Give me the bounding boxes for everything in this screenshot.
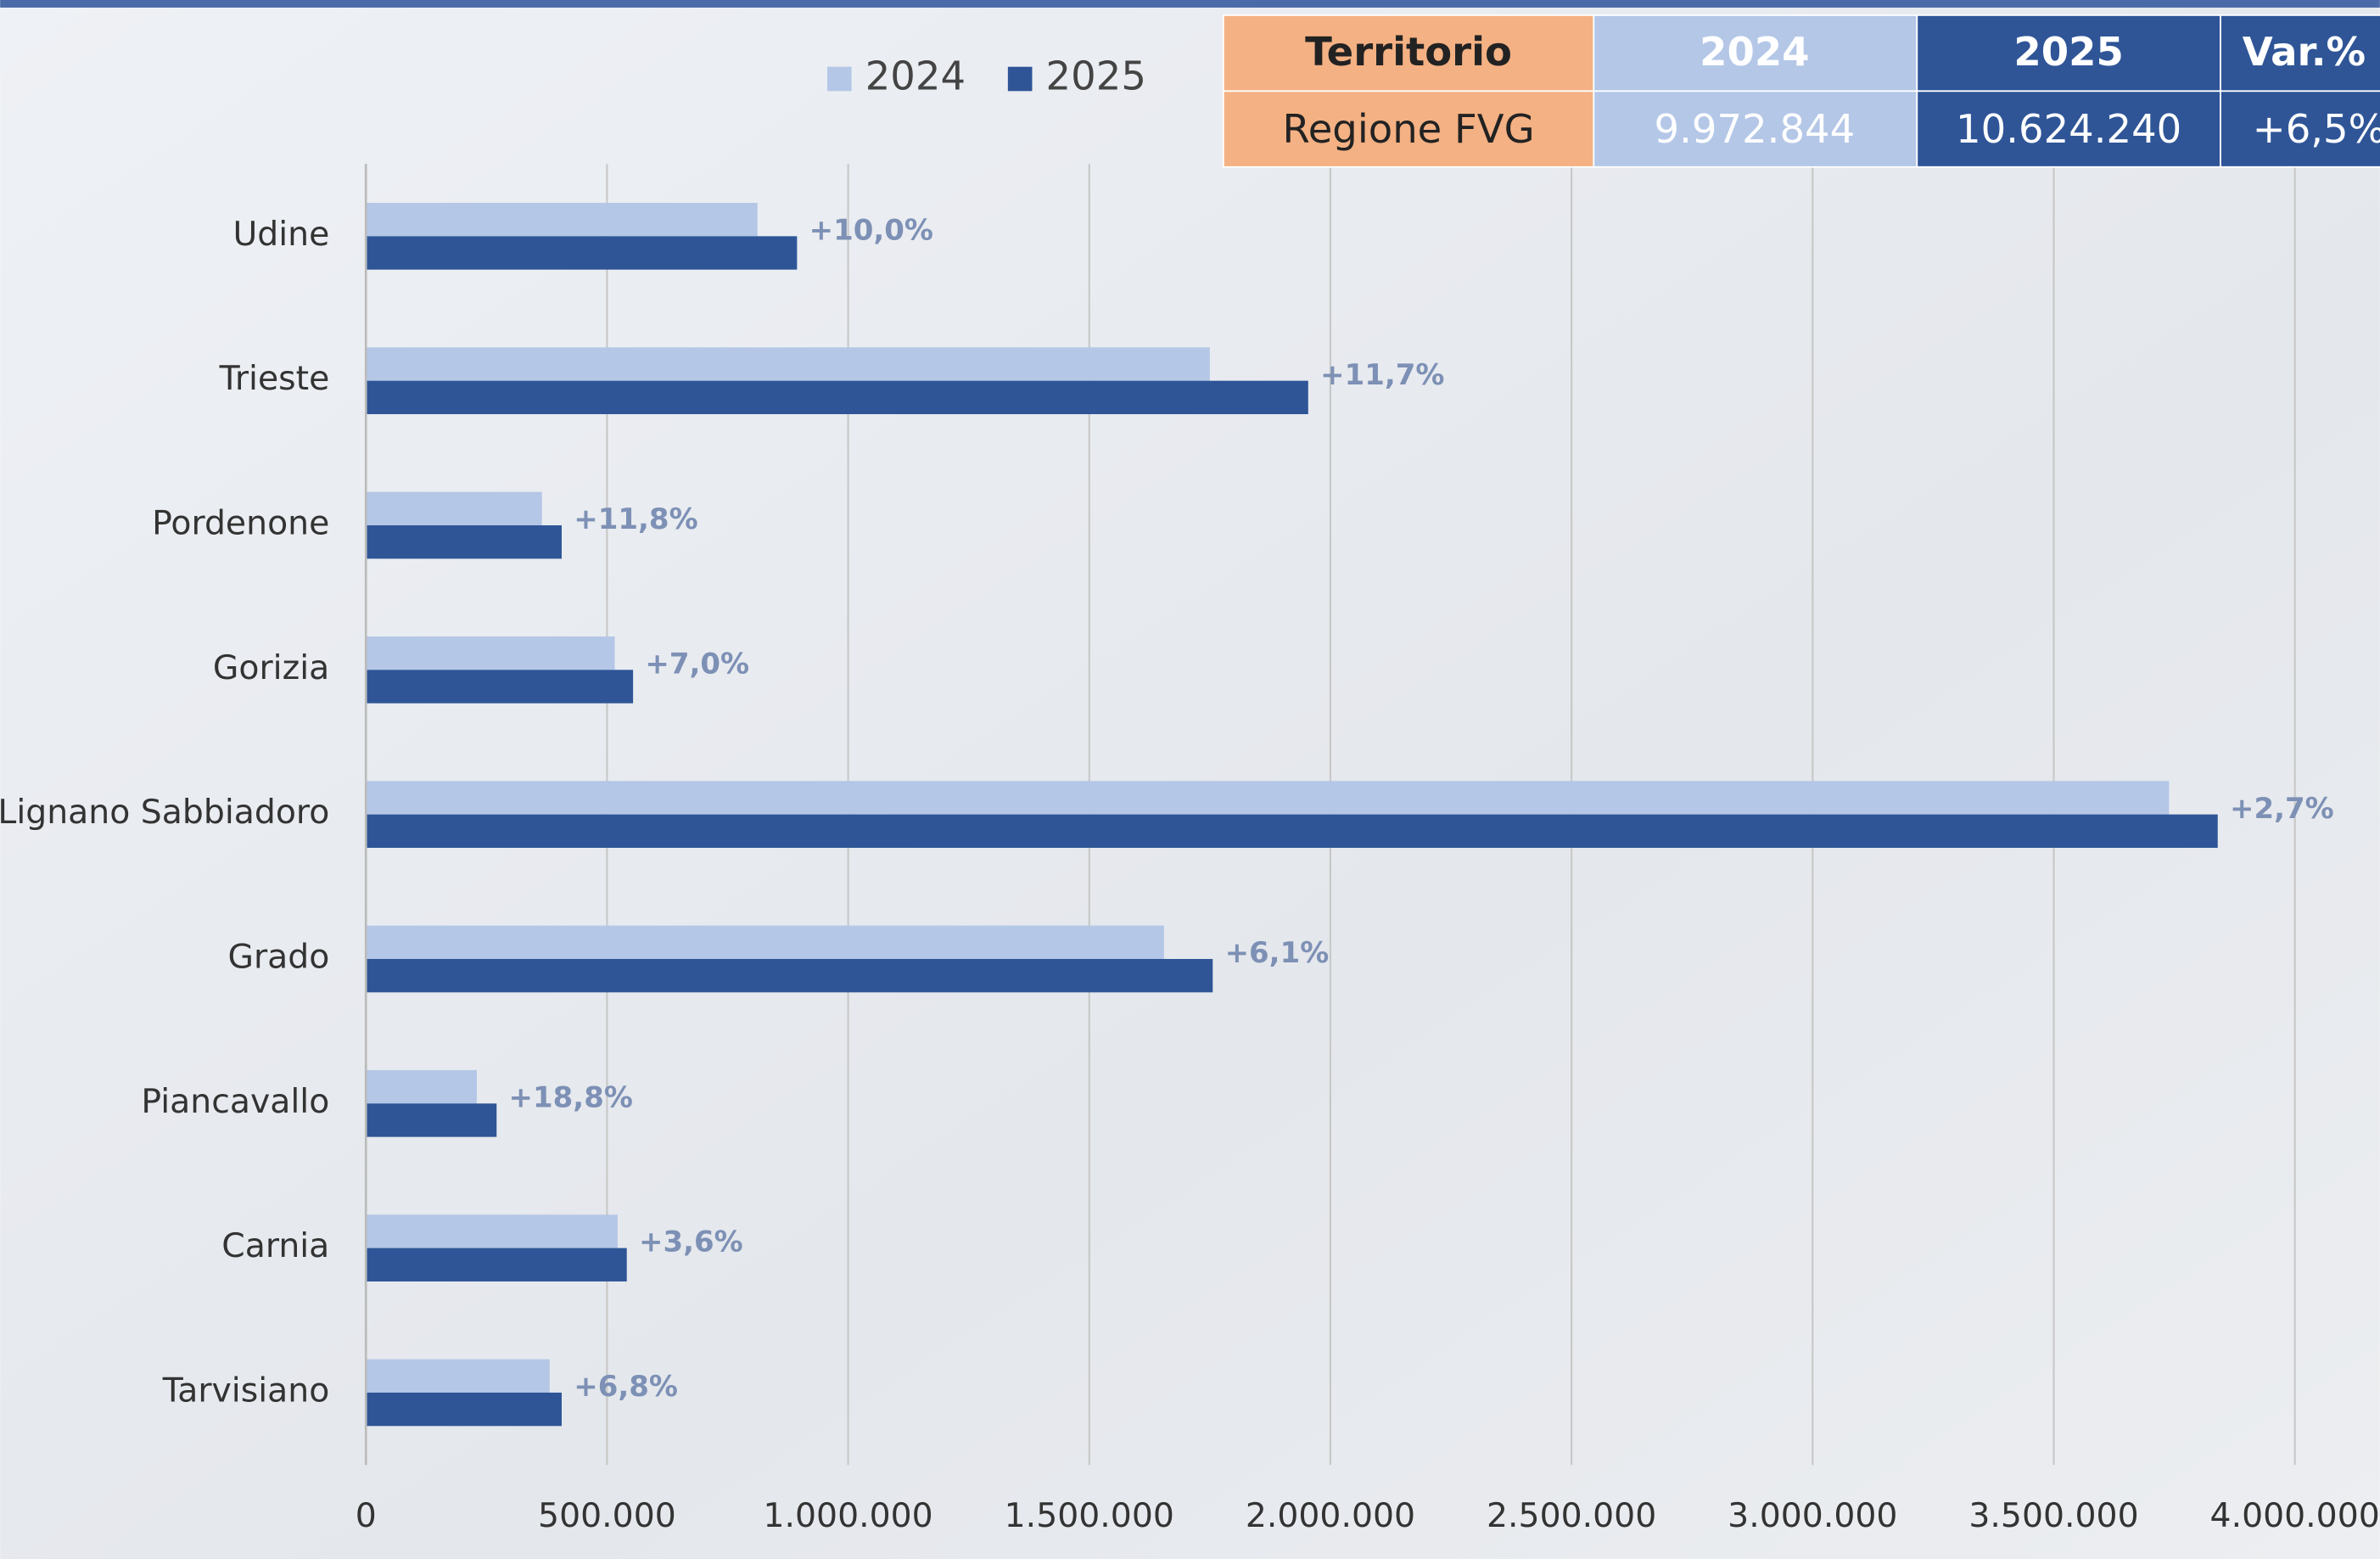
bar <box>366 1360 550 1393</box>
background <box>0 0 2380 1559</box>
y-tick-label: Udine <box>232 215 329 254</box>
y-tick-label: Grado <box>227 937 329 976</box>
table-header: Territorio <box>1305 29 1512 75</box>
legend-label: 2025 <box>1046 53 1146 99</box>
table-cell-text: Regione FVG <box>1282 106 1534 152</box>
bar <box>366 670 633 703</box>
x-tick-label: 4.000.000 <box>2210 1496 2380 1535</box>
variation-label: +18,8% <box>509 1080 633 1114</box>
x-tick-label: 3.500.000 <box>1968 1496 2138 1535</box>
bar <box>366 1070 477 1103</box>
bar <box>366 347 1210 380</box>
y-tick-label: Trieste <box>219 359 330 398</box>
bar <box>366 781 2169 814</box>
bar <box>366 1214 618 1248</box>
table-header: 2025 <box>2013 29 2123 75</box>
variation-label: +10,0% <box>809 213 933 247</box>
summary-table: Territorio 2024 2025 Var.% Regione FVG 9… <box>1224 15 2380 167</box>
y-tick-label: Piancavallo <box>141 1082 329 1121</box>
bar <box>366 636 614 670</box>
bar <box>366 959 1212 992</box>
table-cell-text: 10.624.240 <box>1956 106 2181 152</box>
x-tick-label: 0 <box>356 1496 377 1535</box>
variation-label: +7,0% <box>645 647 749 681</box>
y-tick-label: Gorizia <box>213 648 329 687</box>
y-tick-label: Pordenone <box>152 503 329 542</box>
table-cell-text: 9.972.844 <box>1655 106 1856 152</box>
chart: 0 500.000 1.000.000 1.500.000 2.000.000 2.500… <box>0 0 2380 1559</box>
table-cell-text: +6,5% <box>2253 106 2380 152</box>
x-tick-label: 2.500.000 <box>1487 1496 1656 1535</box>
top-strip <box>0 0 2380 8</box>
page: 0 500.000 1.000.000 1.500.000 2.000.000 2.500… <box>0 0 2380 1559</box>
y-tick-label: Tarvisiano <box>162 1371 330 1410</box>
y-tick-label: Lignano Sabbiadoro <box>0 793 329 832</box>
x-tick-label: 500.000 <box>538 1496 676 1535</box>
variation-label: +2,7% <box>2230 792 2334 826</box>
x-tick-label: 2.000.000 <box>1246 1496 1415 1535</box>
bar <box>366 926 1164 959</box>
bar <box>366 203 758 236</box>
bar <box>366 381 1308 414</box>
bar <box>366 1393 562 1426</box>
bar <box>366 525 562 558</box>
variation-label: +6,8% <box>574 1370 678 1404</box>
bar <box>366 236 797 269</box>
bar <box>366 815 2218 848</box>
variation-label: +11,7% <box>1320 358 1444 392</box>
bar <box>366 1103 496 1136</box>
variation-label: +11,8% <box>574 502 697 536</box>
legend-label: 2024 <box>865 53 966 99</box>
legend-swatch <box>1008 67 1033 92</box>
bar <box>366 1248 626 1281</box>
table-header: 2024 <box>1700 29 1809 75</box>
bar <box>366 492 541 525</box>
table-header: Var.% <box>2243 29 2366 75</box>
variation-label: +3,6% <box>639 1225 743 1259</box>
x-tick-label: 1.000.000 <box>763 1496 932 1535</box>
x-tick-label: 3.000.000 <box>1728 1496 1897 1535</box>
variation-label: +6,1% <box>1225 936 1330 970</box>
y-tick-label: Carnia <box>221 1226 329 1265</box>
x-tick-label: 1.500.000 <box>1005 1496 1174 1535</box>
legend-swatch <box>827 67 852 92</box>
